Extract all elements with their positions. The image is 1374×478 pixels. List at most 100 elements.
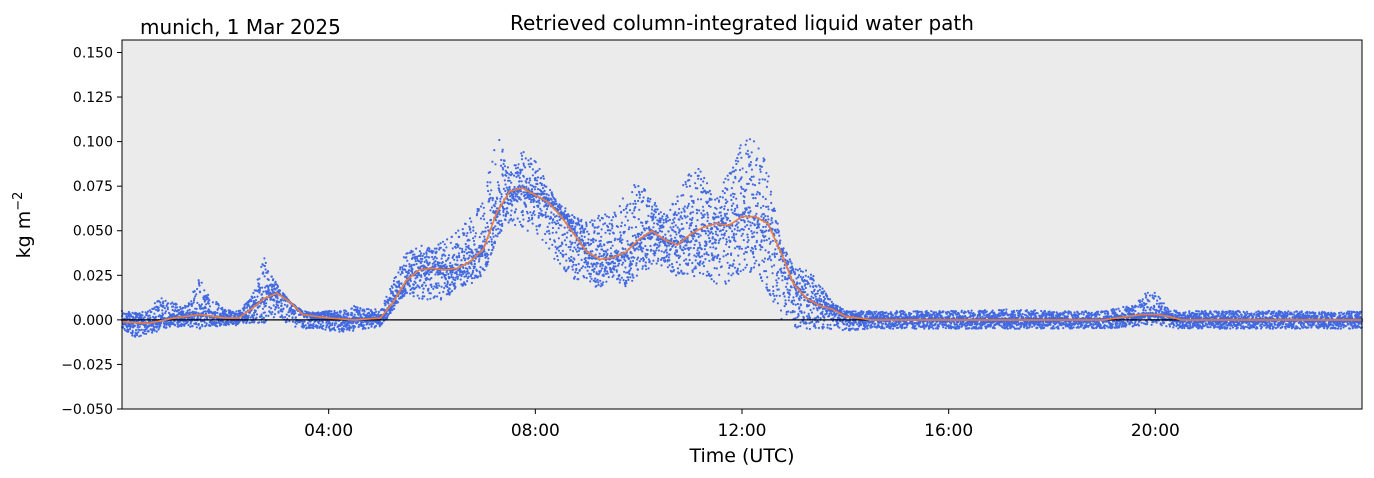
scatter-point — [486, 263, 489, 266]
scatter-point — [190, 300, 193, 303]
scatter-point — [499, 197, 502, 200]
scatter-point — [267, 288, 270, 292]
scatter-point — [501, 224, 504, 228]
scatter-point — [260, 293, 264, 296]
scatter-point — [192, 317, 196, 320]
scatter-point — [146, 310, 150, 313]
scatter-point — [713, 255, 717, 258]
scatter-point — [559, 244, 563, 247]
scatter-point — [482, 206, 485, 209]
scatter-point — [565, 253, 568, 256]
scatter-point — [425, 255, 428, 258]
scatter-point — [445, 265, 448, 268]
scatter-point — [549, 188, 552, 192]
scatter-point — [155, 330, 158, 333]
scatter-point — [668, 218, 672, 221]
scatter-point — [126, 317, 129, 320]
scatter-point — [565, 236, 568, 239]
scatter-point — [496, 215, 499, 218]
scatter-point — [263, 264, 266, 268]
scatter-point — [529, 196, 532, 199]
scatter-point — [438, 284, 441, 287]
scatter-point — [165, 326, 168, 329]
scatter-point — [691, 205, 694, 208]
scatter-point — [425, 278, 428, 282]
scatter-point — [668, 264, 671, 267]
scatter-point — [216, 311, 219, 314]
scatter-point — [193, 297, 196, 300]
scatter-point — [219, 314, 223, 317]
scatter-point — [531, 216, 534, 219]
scatter-point — [472, 269, 475, 272]
scatter-point — [145, 312, 149, 315]
scatter-point — [131, 331, 134, 334]
scatter-point — [441, 240, 445, 243]
scatter-point — [699, 260, 702, 263]
scatter-point — [514, 208, 518, 211]
scatter-point — [635, 236, 638, 239]
scatter-point — [399, 273, 402, 276]
scatter-point — [571, 241, 574, 244]
scatter-point — [473, 265, 477, 268]
scatter-point — [584, 266, 587, 269]
scatter-point — [643, 229, 646, 232]
scatter-point — [592, 270, 596, 273]
scatter-point — [697, 174, 700, 177]
scatter-point — [476, 212, 479, 215]
scatter-point — [550, 198, 553, 201]
scatter-point — [702, 272, 705, 275]
scatter-point — [556, 258, 560, 262]
scatter-point — [213, 313, 217, 316]
scatter-point — [336, 311, 339, 314]
scatter-point — [629, 276, 632, 279]
scatter-point — [263, 311, 266, 314]
scatter-point — [630, 263, 634, 266]
scatter-point — [262, 290, 265, 293]
scatter-point — [589, 275, 592, 278]
scatter-point — [597, 217, 600, 220]
scatter-point — [438, 291, 441, 294]
scatter-point — [472, 229, 475, 232]
scatter-point — [255, 316, 258, 319]
scatter-point — [197, 279, 200, 282]
scatter-point — [408, 285, 411, 288]
scatter-point — [497, 227, 500, 230]
scatter-point — [648, 205, 651, 208]
scatter-point — [557, 222, 560, 225]
scatter-point — [434, 273, 437, 276]
scatter-point — [706, 270, 709, 273]
scatter-point — [426, 278, 430, 281]
scatter-point — [642, 258, 646, 261]
scatter-point — [422, 252, 426, 255]
scatter-point — [258, 305, 261, 308]
scatter-point — [502, 214, 505, 217]
scatter-point — [584, 256, 587, 260]
scatter-point — [140, 328, 143, 331]
scatter-point — [711, 236, 714, 239]
scatter-point — [384, 302, 387, 306]
scatter-point — [617, 264, 620, 267]
scatter-point — [156, 325, 159, 328]
scatter-point — [619, 236, 622, 239]
scatter-point — [133, 324, 136, 327]
scatter-point — [691, 237, 695, 240]
scatter-point — [541, 187, 545, 190]
scatter-point — [507, 198, 510, 202]
scatter-point — [571, 250, 575, 253]
scatter-point — [197, 281, 201, 284]
scatter-point — [415, 247, 418, 250]
scatter-point — [458, 256, 461, 259]
scatter-point — [494, 225, 497, 228]
scatter-point — [624, 285, 627, 288]
scatter-point — [303, 320, 306, 323]
scatter-point — [613, 262, 617, 265]
scatter-point — [457, 275, 460, 278]
scatter-point — [512, 195, 515, 198]
scatter-point — [613, 211, 616, 214]
scatter-point — [460, 274, 463, 278]
scatter-point — [555, 214, 558, 218]
scatter-point — [260, 265, 263, 268]
scatter-point — [488, 193, 491, 196]
scatter-point — [533, 199, 536, 202]
scatter-point — [489, 209, 492, 212]
